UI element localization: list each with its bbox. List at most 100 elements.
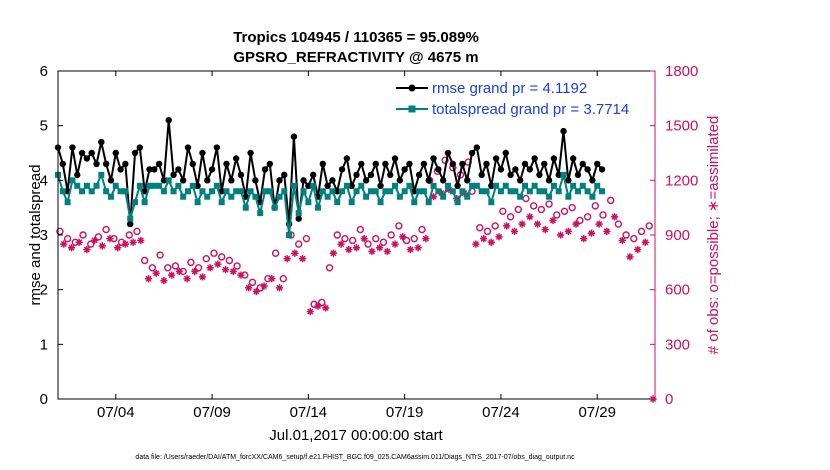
totalspread-point (406, 182, 413, 189)
y-left-tick-label: 0 (40, 391, 48, 408)
totalspread-point (218, 199, 225, 206)
obs-assimilated-stroke (430, 193, 437, 200)
obs-assimilated-point (618, 236, 626, 245)
rmse-point (78, 149, 86, 157)
totalspread-point (83, 182, 90, 189)
obs-possible-point (356, 225, 365, 234)
obs-assimilated-point (90, 236, 99, 245)
obs-assimilated-point (291, 249, 299, 257)
rmse-point (127, 220, 134, 228)
obs-assimilated-stroke (603, 228, 610, 235)
obs-assimilated-point (580, 235, 588, 243)
obs-possible-point (483, 227, 492, 236)
rmse-point (170, 171, 177, 179)
y-right-tick-label: 1800 (665, 63, 698, 80)
totalspread-point (536, 188, 543, 195)
obs-assimilated-point (60, 240, 68, 248)
totalspread-point (88, 188, 95, 195)
rmse-point (194, 182, 201, 189)
obs-assimilated-point (129, 238, 137, 246)
totalspread-point (502, 182, 509, 189)
rmse-point (112, 149, 119, 157)
totalspread-point (170, 188, 177, 195)
totalspread-point (541, 188, 548, 195)
obs-assimilated-stroke (106, 235, 114, 242)
obs-assimilated-stroke (519, 221, 526, 228)
rmse-point (473, 144, 481, 151)
obs-assimilated-point (337, 240, 345, 248)
obs-assimilated-point (214, 260, 222, 268)
obs-assimilated-point (160, 276, 168, 285)
y-left-tick-label: 2 (40, 282, 48, 299)
totalspread-point (594, 182, 601, 189)
rmse-point (155, 160, 163, 168)
rmse-point (555, 171, 562, 179)
rmse-point (281, 171, 288, 179)
totalspread-point (440, 193, 447, 200)
obs-possible-point (529, 202, 538, 210)
y-left-tick-label: 4 (40, 172, 48, 189)
rmse-point (541, 160, 548, 168)
totalspread-point (122, 188, 129, 195)
obs-assimilated-stroke (130, 239, 137, 246)
rmse-point (107, 177, 115, 184)
obs-assimilated-point (275, 284, 284, 292)
obs-assimilated-point (641, 238, 649, 246)
obs-possible-point (87, 240, 95, 248)
totalspread-point (550, 182, 557, 189)
legend-totalspread-marker (408, 105, 416, 113)
rmse-point (377, 182, 384, 189)
obs-assimilated-stroke (549, 217, 556, 224)
obs-possible-point (402, 236, 411, 245)
obs-possible-point (171, 262, 180, 270)
totalspread-point (546, 193, 553, 200)
obs-assimilated-point (98, 242, 106, 250)
totalspread-point (348, 199, 355, 206)
totalspread-point (449, 188, 456, 195)
rmse-point (589, 177, 596, 184)
rmse-point (512, 166, 519, 173)
obs-assimilated-stroke (245, 284, 252, 291)
chart-title-line2: GPSRO_REFRACTIVITY @ 4675 m (233, 49, 478, 66)
x-tick-label: 07/29 (578, 404, 616, 421)
obs-assimilated-stroke (314, 303, 322, 310)
rmse-point (430, 155, 437, 162)
y-left-tick-label: 3 (40, 227, 48, 244)
rmse-point (295, 215, 302, 222)
obs-assimilated-stroke (60, 241, 67, 248)
obs-assimilated-stroke (145, 275, 152, 282)
obs-assimilated-stroke (253, 288, 260, 295)
rmse-point (449, 160, 456, 168)
obs-assimilated-point (503, 222, 511, 230)
rmse-point (261, 166, 269, 173)
obs-possible-point (348, 236, 357, 245)
rmse-point (141, 188, 148, 195)
obs-assimilated-point (383, 247, 391, 255)
obs-assimilated-stroke (626, 253, 634, 260)
rmse-point (136, 144, 144, 151)
obs-assimilated-stroke (222, 266, 229, 273)
obs-assimilated-stroke (557, 231, 564, 239)
totalspread-point (257, 210, 264, 217)
rmse-point (468, 149, 476, 157)
obs-assimilated-point (283, 255, 291, 263)
totalspread-point (579, 182, 586, 189)
obs-assimilated-stroke (291, 250, 298, 257)
totalspread-point (281, 188, 288, 195)
totalspread-point (271, 204, 278, 211)
obs-assimilated-point (549, 216, 557, 225)
totalspread-point (512, 188, 519, 195)
obs-assimilated-stroke (634, 246, 641, 253)
totalspread-point (204, 193, 211, 200)
obs-possible-point (210, 249, 218, 257)
obs-assimilated-point (144, 275, 153, 283)
totalspread-point (401, 188, 408, 195)
rmse-point (204, 177, 211, 184)
obs-possible-point (225, 256, 234, 265)
totalspread-point (565, 193, 572, 200)
rmse-point (228, 177, 235, 184)
rmse-point (175, 166, 182, 173)
rmse-point (401, 166, 408, 173)
y-right-tick-label: 1500 (665, 118, 698, 135)
rmse-point (536, 171, 543, 179)
